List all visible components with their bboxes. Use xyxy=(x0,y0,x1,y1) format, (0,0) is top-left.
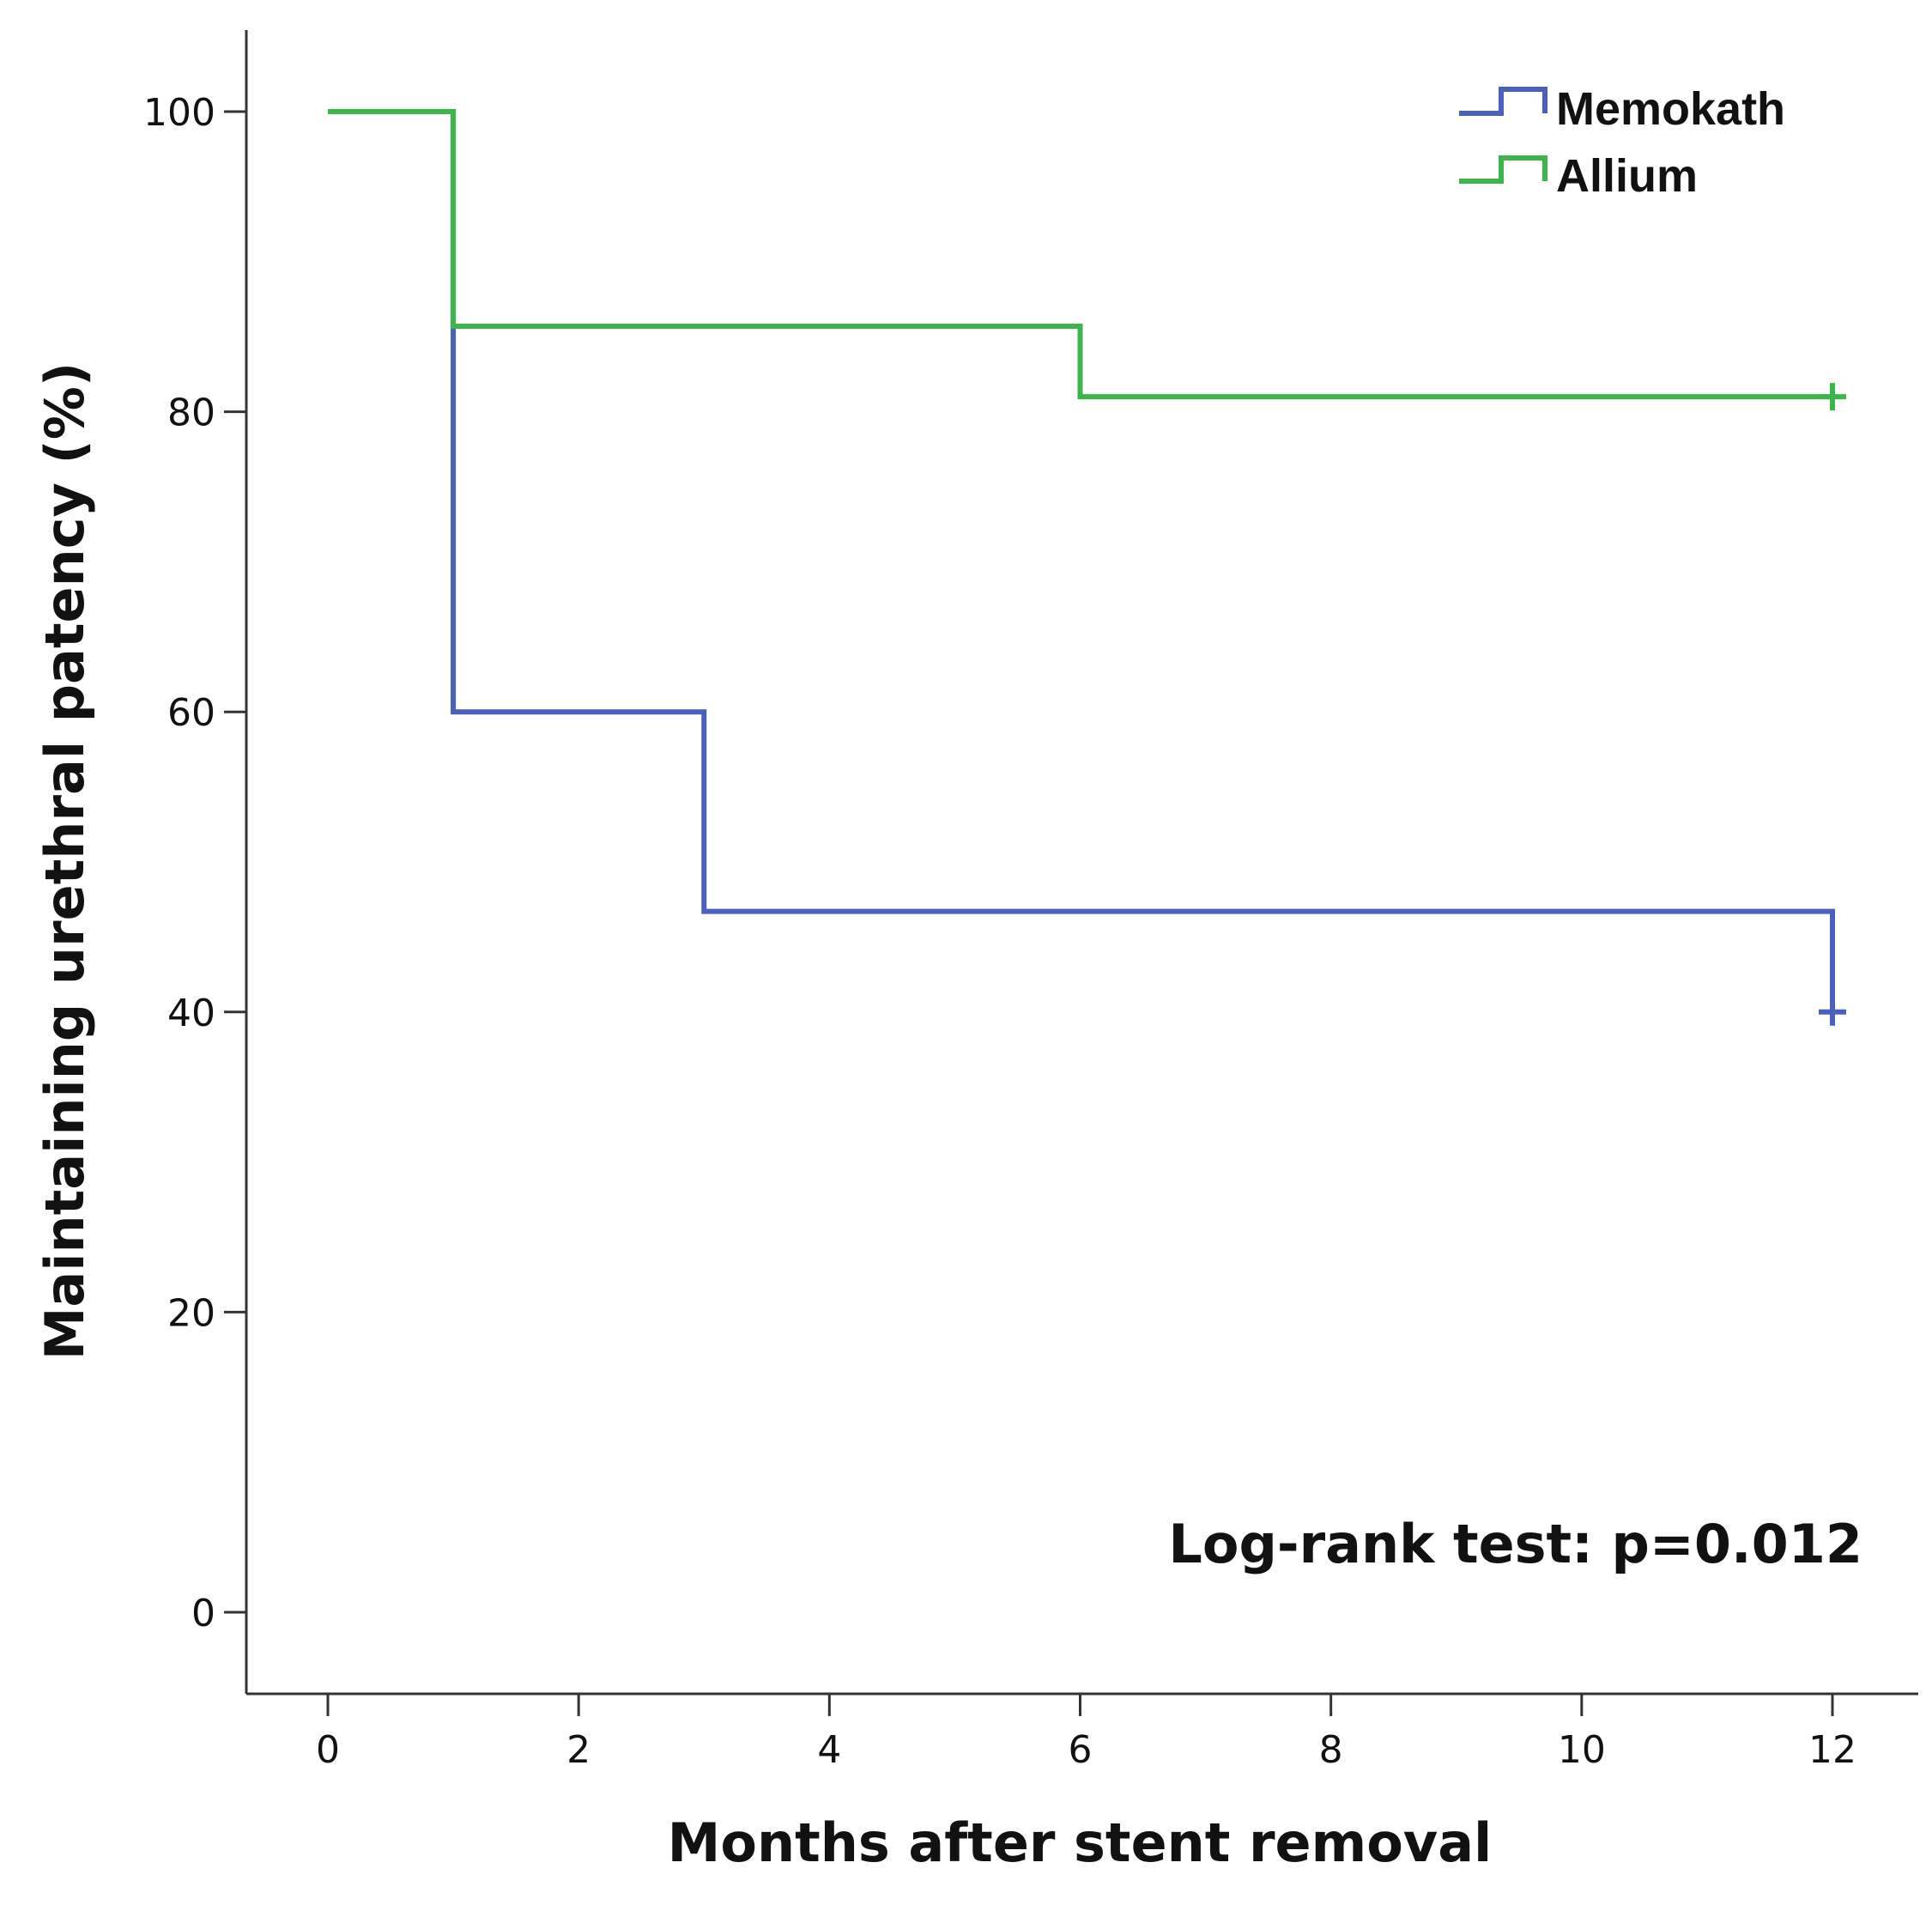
series-layer xyxy=(328,109,1846,1026)
legend-swatch-allium xyxy=(1459,155,1547,184)
x-axis-title: Months after stent removal xyxy=(668,1811,1493,1874)
y-ticks: 0 20 40 60 80 100 xyxy=(143,91,246,1635)
y-tick-label: 0 xyxy=(191,1592,215,1635)
legend-item-memokath: Memokath xyxy=(1459,83,1785,135)
x-tick-label: 12 xyxy=(1808,1728,1856,1772)
x-tick-label: 4 xyxy=(817,1728,841,1772)
x-tick-label: 6 xyxy=(1069,1728,1093,1772)
x-ticks: 0 2 4 6 8 10 12 xyxy=(316,1694,1856,1772)
censor-mark-memokath xyxy=(1819,998,1846,1026)
legend-swatch-memokath xyxy=(1459,87,1547,116)
log-rank-annotation: Log-rank test: p=0.012 xyxy=(1168,1513,1862,1575)
x-tick-label: 8 xyxy=(1319,1728,1343,1772)
y-tick-label: 100 xyxy=(143,91,215,135)
y-tick-label: 20 xyxy=(167,1291,215,1335)
x-tick-label: 2 xyxy=(566,1728,591,1772)
y-tick-label: 80 xyxy=(167,391,215,435)
series-line-allium xyxy=(328,109,1832,400)
x-tick-label: 0 xyxy=(316,1728,340,1772)
y-axis-title: Maintaining urethral patency (%) xyxy=(33,362,96,1361)
legend-label-allium: Allium xyxy=(1556,150,1698,202)
axes xyxy=(245,30,1918,1696)
x-tick-label: 10 xyxy=(1558,1728,1606,1772)
legend-item-allium: Allium xyxy=(1459,150,1698,202)
censor-mark-allium xyxy=(1819,383,1846,411)
y-tick-label: 60 xyxy=(167,691,215,735)
legend-label-memokath: Memokath xyxy=(1556,83,1785,135)
legend: Memokath Allium xyxy=(1459,83,1785,202)
y-tick-label: 40 xyxy=(167,992,215,1035)
